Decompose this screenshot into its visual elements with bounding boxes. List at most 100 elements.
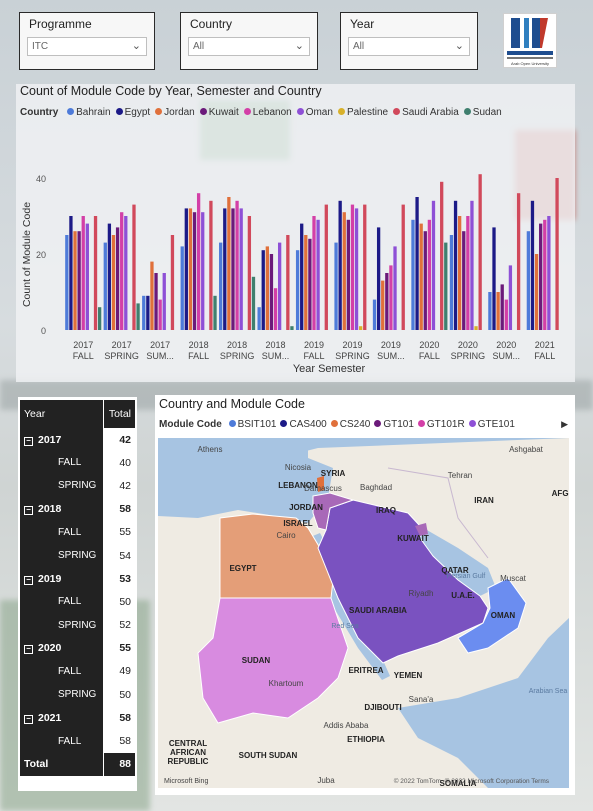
legend-next-arrow-icon[interactable]: ▶ bbox=[561, 419, 568, 429]
bar-kuwait-2018-spring[interactable] bbox=[231, 208, 235, 330]
bar-jordan-2020-fall[interactable] bbox=[419, 223, 423, 330]
bar-kuwait-2017-sum[interactable] bbox=[154, 273, 158, 330]
bar-saudi-arabia-2018-fall[interactable] bbox=[209, 200, 213, 330]
map-attribution[interactable]: © 2022 TomTom, © 2022 Microsoft Corporat… bbox=[393, 778, 549, 785]
bar-lebanon-2017-spring[interactable] bbox=[120, 212, 124, 330]
year-column-header[interactable]: Year bbox=[20, 400, 104, 428]
legend-item-bahrain[interactable]: Bahrain bbox=[67, 107, 111, 118]
bar-lebanon-2021-fall[interactable] bbox=[543, 219, 547, 330]
bar-kuwait-2020-fall[interactable] bbox=[423, 231, 427, 330]
bar-lebanon-2020-spring[interactable] bbox=[466, 216, 470, 330]
bar-sudan-2017-fall[interactable] bbox=[97, 307, 102, 330]
legend-item-palestine[interactable]: Palestine bbox=[337, 107, 388, 118]
map-legend-item-cs240[interactable]: CS240 bbox=[330, 419, 370, 430]
bar-egypt-2021-fall[interactable] bbox=[530, 200, 535, 330]
matrix-semester-row[interactable]: FALL 55 bbox=[20, 520, 135, 544]
bar-oman-2020-sum[interactable] bbox=[508, 265, 513, 330]
map-legend-item-cas400[interactable]: CAS400 bbox=[280, 419, 327, 430]
bar-egypt-2019-spring[interactable] bbox=[338, 200, 342, 330]
bar-lebanon-2020-fall[interactable] bbox=[427, 219, 432, 330]
bar-kuwait-2017-spring[interactable] bbox=[115, 227, 120, 330]
bar-saudi-arabia-2017-spring[interactable] bbox=[132, 204, 136, 330]
bar-jordan-2020-spring[interactable] bbox=[458, 216, 462, 330]
bar-jordan-2018-sum[interactable] bbox=[265, 246, 269, 330]
matrix-semester-row[interactable]: SPRING 54 bbox=[20, 543, 135, 568]
bar-bahrain-2020-spring[interactable] bbox=[449, 235, 454, 330]
bar-oman-2018-spring[interactable] bbox=[239, 208, 243, 330]
bar-egypt-2019-fall[interactable] bbox=[300, 223, 304, 330]
bar-kuwait-2018-fall[interactable] bbox=[192, 212, 197, 330]
legend-item-oman[interactable]: Oman bbox=[296, 107, 333, 118]
bar-lebanon-2017-fall[interactable] bbox=[81, 216, 85, 330]
bar-bahrain-2017-sum[interactable] bbox=[142, 295, 146, 330]
collapse-icon[interactable]: − bbox=[24, 645, 33, 655]
bar-sudan-2020-fall[interactable] bbox=[444, 242, 448, 330]
bar-oman-2019-spring[interactable] bbox=[354, 208, 359, 330]
bar-egypt-2020-spring[interactable] bbox=[453, 200, 458, 330]
bar-bahrain-2018-fall[interactable] bbox=[180, 246, 184, 330]
bar-saudi-arabia-2019-spring[interactable] bbox=[363, 204, 367, 330]
matrix-semester-row[interactable]: FALL 40 bbox=[20, 451, 135, 475]
matrix-semester-row[interactable]: SPRING 52 bbox=[20, 613, 135, 637]
legend-item-jordan[interactable]: Jordan bbox=[155, 107, 195, 118]
programme-dropdown[interactable]: ITC ⌄ bbox=[27, 37, 147, 56]
bar-saudi-arabia-2020-sum[interactable] bbox=[516, 193, 521, 330]
bar-lebanon-2018-fall[interactable] bbox=[196, 193, 201, 330]
bar-egypt-2018-spring[interactable] bbox=[223, 208, 227, 330]
bar-lebanon-2020-sum[interactable] bbox=[504, 299, 508, 330]
bar-egypt-2017-fall[interactable] bbox=[69, 216, 73, 330]
bar-kuwait-2020-spring[interactable] bbox=[462, 231, 466, 330]
bar-bahrain-2017-fall[interactable] bbox=[65, 235, 69, 330]
bar-egypt-2020-sum[interactable] bbox=[492, 227, 496, 330]
year-dropdown[interactable]: All ⌄ bbox=[348, 37, 470, 56]
bar-sudan-2018-spring[interactable] bbox=[251, 276, 256, 330]
bar-bahrain-2018-sum[interactable] bbox=[257, 307, 261, 330]
bar-egypt-2019-sum[interactable] bbox=[376, 227, 381, 330]
bar-bahrain-2020-sum[interactable] bbox=[488, 292, 492, 330]
bar-oman-2017-fall[interactable] bbox=[85, 223, 89, 330]
bar-lebanon-2018-spring[interactable] bbox=[235, 200, 239, 330]
matrix-semester-row[interactable]: FALL 50 bbox=[20, 590, 135, 614]
bar-saudi-arabia-2019-sum[interactable] bbox=[401, 204, 405, 330]
bar-oman-2019-sum[interactable] bbox=[393, 246, 397, 330]
bar-bahrain-2017-spring[interactable] bbox=[103, 242, 107, 330]
collapse-icon[interactable]: − bbox=[24, 714, 33, 724]
matrix-year-row[interactable]: −2017 42 bbox=[20, 428, 135, 452]
country-dropdown[interactable]: All ⌄ bbox=[188, 37, 310, 56]
bar-bahrain-2020-fall[interactable] bbox=[411, 219, 415, 330]
bar-saudi-arabia-2019-fall[interactable] bbox=[324, 204, 328, 330]
bar-bahrain-2019-sum[interactable] bbox=[372, 299, 377, 330]
collapse-icon[interactable]: − bbox=[24, 436, 33, 446]
matrix-year-row[interactable]: −2020 55 bbox=[20, 636, 135, 660]
bar-saudi-arabia-2020-spring[interactable] bbox=[478, 174, 482, 330]
bar-saudi-arabia-2017-sum[interactable] bbox=[170, 235, 175, 330]
bar-kuwait-2020-sum[interactable] bbox=[500, 284, 504, 330]
matrix-semester-row[interactable]: SPRING 42 bbox=[20, 474, 135, 498]
matrix-year-row[interactable]: −2018 58 bbox=[20, 497, 135, 521]
bar-sudan-2018-fall[interactable] bbox=[213, 295, 217, 330]
bar-oman-2020-spring[interactable] bbox=[470, 200, 474, 330]
bar-saudi-arabia-2018-spring[interactable] bbox=[247, 216, 252, 330]
matrix-semester-row[interactable]: FALL 49 bbox=[20, 659, 135, 684]
matrix-year-row[interactable]: −2019 53 bbox=[20, 567, 135, 591]
map-legend-item-gte101[interactable]: GTE101 bbox=[468, 419, 515, 430]
bar-saudi-arabia-2020-fall[interactable] bbox=[440, 181, 444, 330]
bar-egypt-2017-sum[interactable] bbox=[146, 295, 150, 330]
bar-lebanon-2019-sum[interactable] bbox=[389, 265, 393, 330]
bar-jordan-2017-sum[interactable] bbox=[150, 261, 154, 330]
bar-kuwait-2018-sum[interactable] bbox=[269, 254, 274, 330]
bar-saudi-arabia-2018-sum[interactable] bbox=[286, 235, 290, 330]
legend-item-kuwait[interactable]: Kuwait bbox=[199, 107, 239, 118]
bar-lebanon-2019-fall[interactable] bbox=[312, 216, 316, 330]
bar-palestine-2019-spring[interactable] bbox=[359, 326, 363, 330]
matrix-semester-row[interactable]: FALL 58 bbox=[20, 729, 135, 753]
bar-egypt-2018-fall[interactable] bbox=[184, 208, 188, 330]
bar-jordan-2019-sum[interactable] bbox=[381, 280, 385, 330]
legend-item-sudan[interactable]: Sudan bbox=[463, 107, 502, 118]
bar-bahrain-2021-fall[interactable] bbox=[526, 231, 531, 330]
bar-bahrain-2019-spring[interactable] bbox=[334, 242, 338, 330]
bar-oman-2017-sum[interactable] bbox=[162, 273, 166, 330]
legend-item-saudi-arabia[interactable]: Saudi Arabia bbox=[393, 107, 459, 118]
bar-lebanon-2017-sum[interactable] bbox=[158, 299, 162, 330]
bar-jordan-2018-spring[interactable] bbox=[227, 197, 231, 330]
